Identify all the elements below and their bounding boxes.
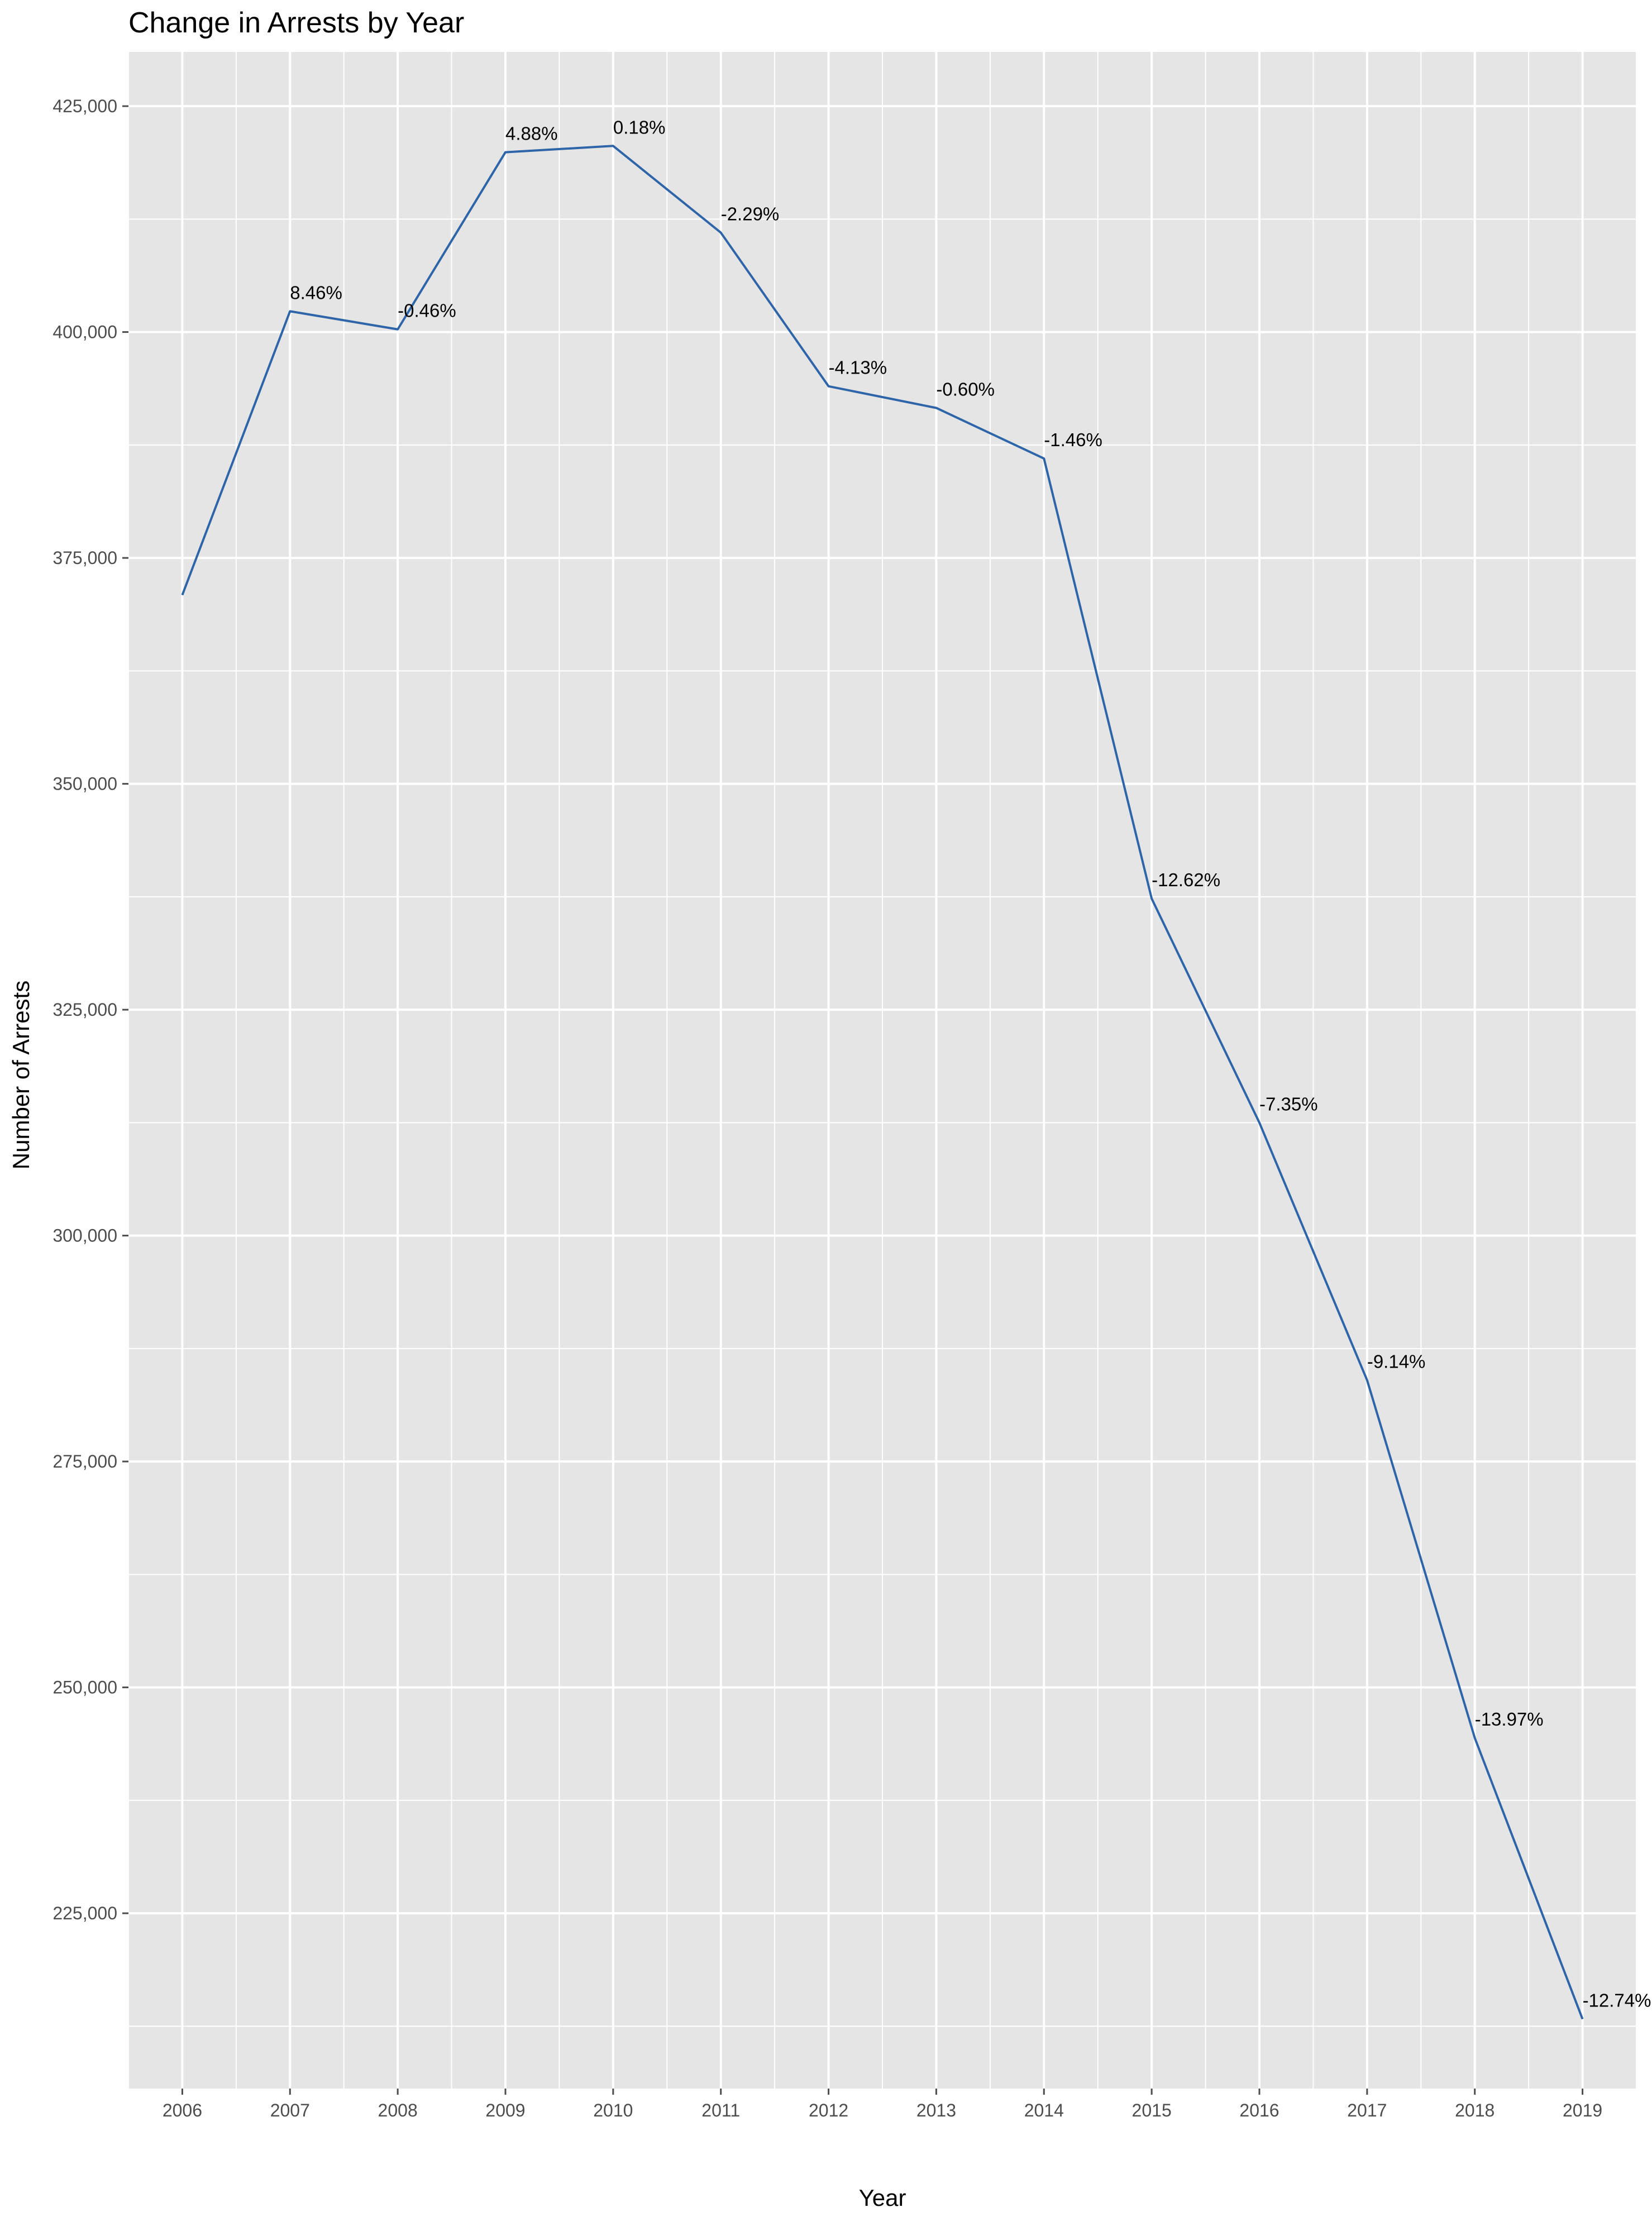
major-gridlines — [128, 52, 1636, 2089]
series-line — [181, 145, 1584, 2020]
x-tick-label: 2017 — [1347, 2100, 1387, 2120]
data-label: -13.97% — [1475, 1709, 1544, 1729]
y-tick-label: 350,000 — [52, 774, 117, 794]
x-tick-label: 2011 — [701, 2100, 740, 2120]
data-label: -2.29% — [721, 204, 780, 224]
y-axis: 225,000 250,000 275,000 300,000 325,000 350,0… — [52, 96, 128, 1923]
chart-title: Change in Arrests by Year — [128, 7, 464, 39]
data-label: -9.14% — [1367, 1351, 1426, 1372]
x-tick-label: 2006 — [163, 2100, 202, 2120]
y-tick-label: 375,000 — [52, 548, 117, 568]
series-group — [181, 145, 1584, 2020]
data-label: -7.35% — [1259, 1093, 1318, 1114]
x-tick-label: 2013 — [916, 2100, 956, 2120]
minor-gridlines — [128, 52, 1637, 2089]
data-label: 4.88% — [505, 123, 558, 144]
data-label: -12.62% — [1152, 869, 1220, 890]
data-label: 0.18% — [613, 117, 666, 137]
data-label: -4.13% — [829, 357, 887, 378]
data-label: -12.74% — [1583, 1990, 1651, 2010]
y-tick-label: 275,000 — [52, 1451, 117, 1471]
x-tick-label: 2012 — [809, 2100, 848, 2120]
data-label: -0.46% — [398, 300, 456, 321]
data-point — [1259, 1122, 1260, 1123]
data-label: 8.46% — [290, 282, 342, 303]
y-tick-label: 425,000 — [52, 96, 117, 116]
data-label: -0.60% — [936, 379, 995, 399]
x-tick-label: 2015 — [1132, 2100, 1172, 2120]
y-tick-label: 300,000 — [52, 1226, 117, 1246]
x-tick-label: 2010 — [593, 2100, 633, 2120]
y-tick-label: 225,000 — [52, 1903, 117, 1923]
x-tick-label: 2007 — [270, 2100, 310, 2120]
x-tick-label: 2018 — [1455, 2100, 1495, 2120]
data-labels: 8.46% -0.46% 4.88% 0.18% -2.29% -4.13% -0.60% -… — [290, 117, 1651, 2010]
x-axis: 2006 2007 2008 2009 2010 2011 2012 2013 2014 2015… — [163, 2089, 1602, 2120]
y-tick-label: 400,000 — [52, 322, 117, 342]
x-tick-label: 2019 — [1563, 2100, 1602, 2120]
y-tick-label: 325,000 — [52, 1000, 117, 1020]
x-tick-label: 2016 — [1239, 2100, 1279, 2120]
y-tick-label: 250,000 — [52, 1678, 117, 1698]
x-tick-label: 2009 — [485, 2100, 525, 2120]
x-tick-label: 2008 — [378, 2100, 418, 2120]
y-axis-title: Number of Arrests — [8, 981, 34, 1169]
x-tick-label: 2014 — [1024, 2100, 1064, 2120]
data-label: -1.46% — [1044, 429, 1102, 450]
data-point — [720, 232, 722, 233]
x-axis-title: Year — [859, 2185, 906, 2211]
